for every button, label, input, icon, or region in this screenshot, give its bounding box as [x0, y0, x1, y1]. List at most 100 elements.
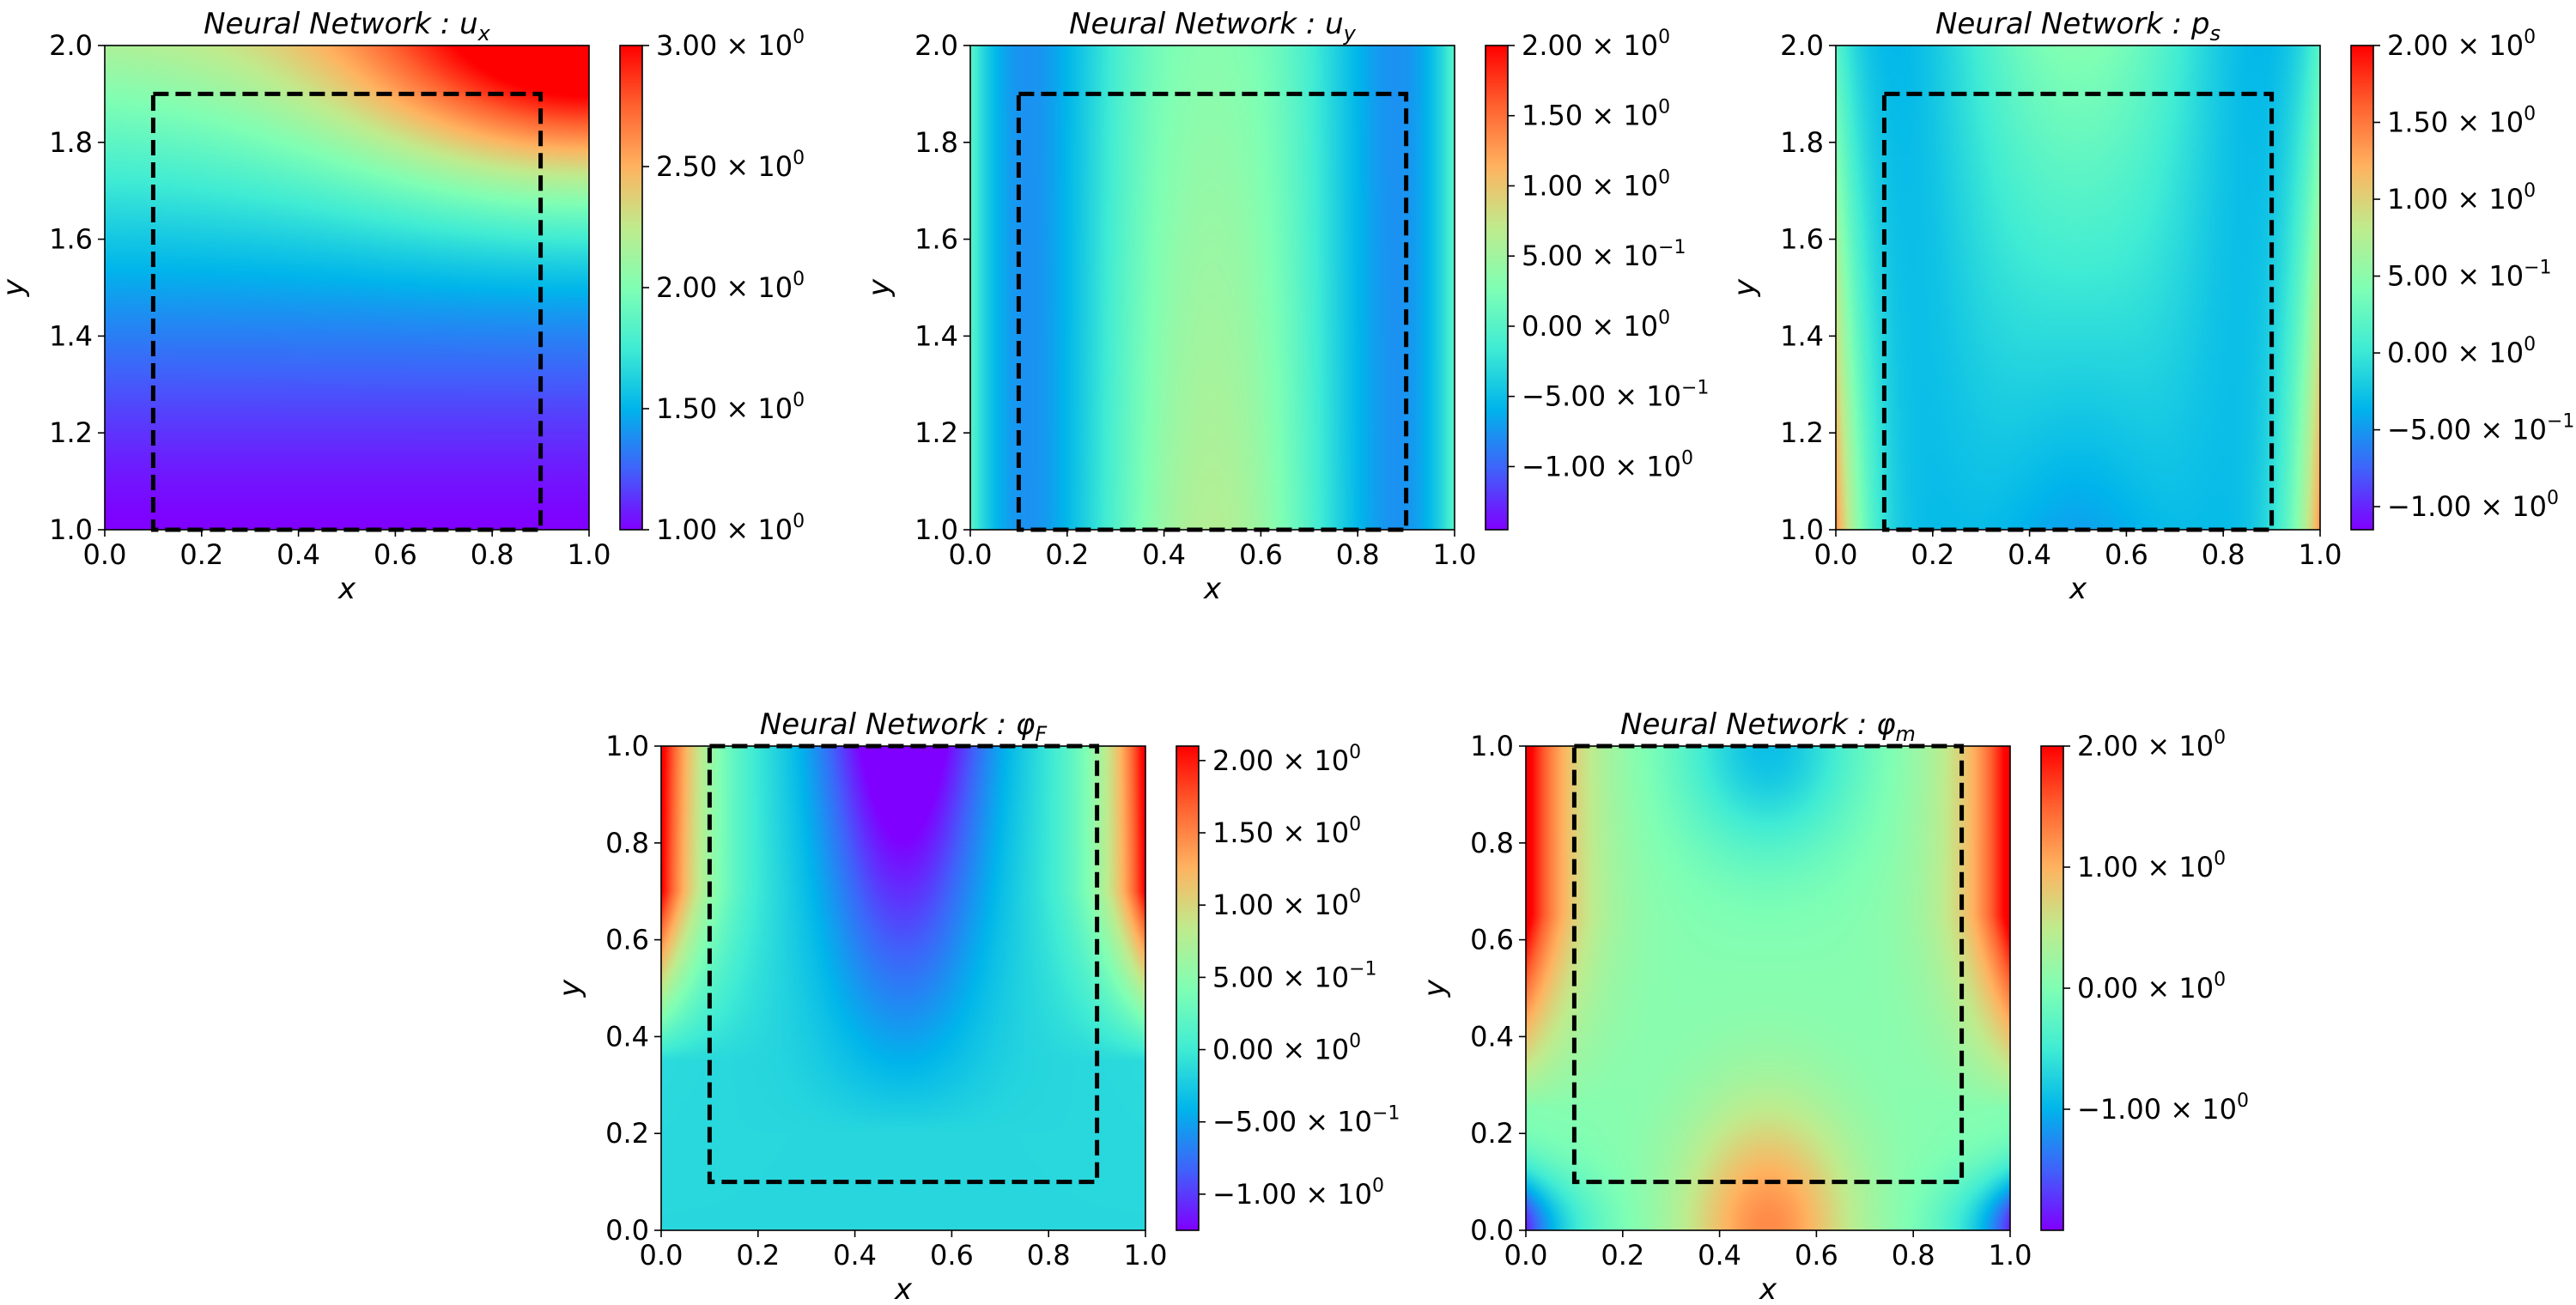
x-tick-label: 0.8: [471, 538, 514, 571]
colorbar-tick-mantissa: 0.00 × 10: [1522, 310, 1658, 343]
colorbar-tick-mantissa: 1.00 × 10: [2077, 851, 2214, 883]
chart-title: Neural Network : ps: [1935, 7, 2221, 46]
x-axis-label: x: [894, 1272, 913, 1305]
colorbar-tick-exponent: 0: [1658, 97, 1670, 118]
colorbar-tick-exponent: 0: [793, 390, 805, 411]
colorbar-tick-exponent: −1: [1372, 1103, 1400, 1125]
colorbar-tick-mantissa: −1.00 × 10: [2077, 1093, 2237, 1126]
y-tick-label: 1.2: [49, 416, 93, 449]
y-tick-label: 0.6: [605, 924, 649, 956]
chart-title-subscript: s: [2210, 21, 2221, 46]
x-tick-label: 0.6: [374, 538, 417, 571]
colorbar-tick-exponent: 0: [1349, 1031, 1361, 1053]
colorbar-tick-exponent: −1: [1349, 958, 1376, 980]
colorbar-tick-label: 0.00 × 100: [2077, 969, 2226, 1005]
chart-title: Neural Network : φF: [760, 707, 1048, 746]
y-tick-label: 2.0: [914, 29, 958, 62]
colorbar-tick-label: 1.00 × 100: [1522, 167, 1670, 202]
colorbar-tick-mantissa: 5.00 × 10: [1522, 240, 1658, 272]
chart-uy: 0.0 0.2 0.4 0.6 0.8 1.01.01.21.41.61.82.0xyNe…: [862, 7, 1709, 606]
y-axis-label: y: [862, 278, 896, 297]
colorbar-tick-exponent: −1: [1658, 237, 1686, 258]
colorbar-frame-uy: [1485, 45, 1509, 531]
x-tick-label: 0.0: [949, 538, 993, 571]
x-tick-label: 1.0: [2299, 538, 2342, 571]
x-axis-label: x: [1203, 572, 1222, 606]
colorbar-phim: [2041, 746, 2063, 1230]
colorbar-tick-exponent: 0: [1349, 814, 1361, 835]
colorbar-tick-mantissa: −5.00 × 10: [2387, 414, 2547, 446]
colorbar-tick-exponent: 0: [2237, 1090, 2249, 1112]
colorbar-tick-mantissa: 2.50 × 10: [656, 150, 793, 183]
colorbar-tick-label: 5.00 × 10−1: [1212, 958, 1377, 993]
x-tick-label: 0.6: [930, 1239, 974, 1272]
colorbar-tick-exponent: 0: [1349, 742, 1361, 763]
x-tick-label: 0.6: [1795, 1239, 1838, 1272]
colorbar-tick-mantissa: 1.50 × 10: [656, 392, 793, 425]
axes-frame-ps: [1835, 45, 2321, 531]
colorbar-tick-exponent: 0: [793, 269, 805, 290]
y-axis-label: y: [1418, 979, 1452, 998]
colorbar-tick-mantissa: 1.50 × 10: [1212, 816, 1349, 849]
colorbar-tick-label: −1.00 × 100: [1522, 447, 1693, 483]
x-tick-label: 0.4: [276, 538, 320, 571]
colorbar-tick-exponent: 0: [793, 27, 805, 48]
y-tick-label: 1.0: [49, 513, 93, 546]
chart-title-subscript: F: [1035, 722, 1048, 746]
colorbar-tick-mantissa: 3.00 × 10: [656, 29, 793, 62]
colorbar-tick-label: 0.00 × 100: [1212, 1031, 1361, 1066]
y-tick-label: 1.0: [1470, 730, 1514, 762]
x-tick-label: 0.2: [1601, 1239, 1644, 1272]
x-tick-label: 0.0: [640, 1239, 683, 1272]
colorbar-tick-exponent: 0: [2214, 727, 2226, 749]
x-tick-label: 0.0: [1504, 1239, 1548, 1272]
colorbar-tick-label: 0.00 × 100: [1522, 307, 1670, 343]
y-tick-label: 0.6: [1470, 924, 1514, 956]
y-tick-label: 1.8: [49, 126, 93, 159]
x-tick-label: 0.2: [736, 1239, 780, 1272]
colorbar-tick-mantissa: 1.50 × 10: [2387, 106, 2524, 139]
colorbar-tick-label: 1.50 × 100: [1522, 97, 1670, 132]
colorbar-tick-label: 1.00 × 100: [1212, 886, 1361, 921]
chart-ux: 0.0 0.2 0.4 0.6 0.8 1.0 1.0 1.2 1.4 1.6 1.8 2.0 x y Ne…: [0, 7, 805, 606]
colorbar-tick-label: 1.00 × 100: [656, 511, 805, 546]
axes-frame-ux: [104, 45, 590, 531]
colorbar-tick-mantissa: 0.00 × 10: [2387, 337, 2524, 369]
colorbar-tick-label: 2.00 × 100: [2387, 27, 2536, 62]
x-tick-label: 0.2: [1911, 538, 1954, 571]
chart-title-main: Neural Network : φ: [1620, 707, 1896, 742]
y-tick-label: 0.0: [1470, 1214, 1514, 1247]
colorbar-tick-exponent: 0: [1658, 27, 1670, 48]
colorbar-tick-mantissa: 2.00 × 10: [656, 271, 793, 304]
colorbar-tick-label: 2.00 × 100: [1212, 742, 1361, 777]
chart-title: Neural Network : ux: [204, 7, 491, 46]
heatmap-ps: [1836, 46, 2320, 530]
y-tick-label: 1.0: [1780, 513, 1824, 546]
y-tick-label: 1.6: [914, 223, 958, 256]
colorbar-tick-label: 5.00 × 10−1: [2387, 258, 2552, 293]
colorbar-tick-exponent: 0: [2524, 334, 2536, 355]
colorbar-tick-label: 1.00 × 100: [2387, 180, 2536, 215]
colorbar-tick-exponent: 0: [2524, 27, 2536, 48]
y-tick-label: 1.4: [914, 319, 958, 352]
colorbar-tick-mantissa: 2.00 × 10: [2077, 730, 2214, 762]
x-tick-label: 0.6: [1239, 538, 1283, 571]
y-axis-label: y: [0, 278, 31, 297]
colorbar-frame-phiF: [1176, 745, 1200, 1231]
x-tick-label: 0.4: [1142, 538, 1186, 571]
colorbar-frame-ps: [2350, 45, 2374, 531]
colorbar-tick-exponent: 0: [2214, 969, 2226, 991]
x-tick-label: 0.8: [1336, 538, 1380, 571]
colorbar-tick-exponent: −1: [2524, 258, 2551, 279]
colorbar-tick-label: −1.00 × 100: [1212, 1175, 1384, 1211]
y-tick-label: 1.2: [914, 416, 958, 449]
colorbar-ps: [2351, 46, 2373, 530]
colorbar-tick-mantissa: 2.00 × 10: [1522, 29, 1658, 62]
y-tick-label: 1.8: [914, 126, 958, 159]
heatmap-phim: [1526, 746, 2010, 1230]
colorbar-tick-exponent: 0: [1658, 167, 1670, 188]
chart-phim: 0.0 0.2 0.4 0.6 0.8 1.0 0.0 0.2 0.4 0.6 0.8 1.0 x y Ne…: [1418, 707, 2249, 1305]
x-tick-label: 1.0: [1124, 1239, 1168, 1272]
colorbar-tick-exponent: 0: [1681, 447, 1693, 469]
